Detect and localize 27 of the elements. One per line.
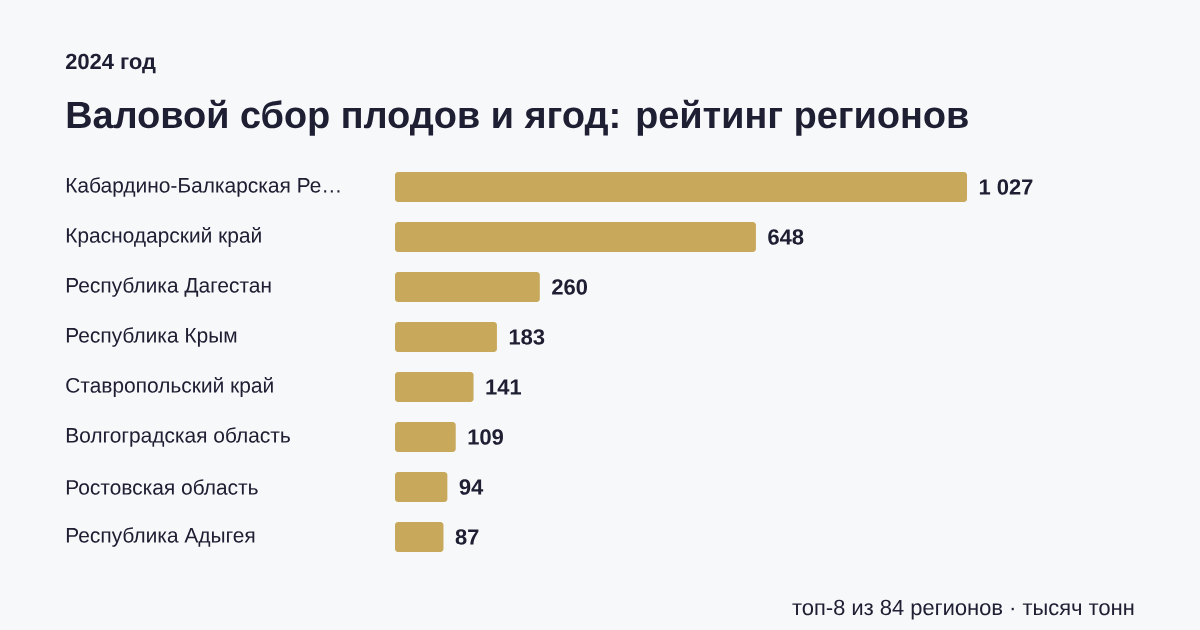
bar bbox=[395, 171, 968, 202]
data-label: 87 bbox=[455, 529, 479, 545]
y-tick-label: Краснодарский край bbox=[66, 227, 261, 247]
bar bbox=[395, 271, 540, 302]
y-tick-label: Республика Адыгея bbox=[66, 527, 255, 547]
y-tick-label: Республика Крым bbox=[66, 327, 237, 347]
bar bbox=[395, 521, 444, 552]
data-label: 141 bbox=[486, 379, 522, 395]
bar bbox=[395, 321, 497, 352]
data-label: 648 bbox=[768, 229, 804, 245]
bar bbox=[395, 221, 756, 252]
data-label: 1 027 bbox=[979, 179, 1033, 195]
data-label: 94 bbox=[459, 479, 484, 495]
bar bbox=[395, 421, 456, 452]
y-tick-label: Волгоградская область bbox=[66, 427, 290, 447]
data-label: 109 bbox=[468, 429, 503, 445]
y-tick-label: Кабардино-Балкарская Ре… bbox=[66, 177, 340, 197]
data-label: 183 bbox=[509, 329, 545, 345]
bar bbox=[395, 371, 474, 402]
data-label: 260 bbox=[552, 279, 588, 295]
text: топ-8 из 84 регионов · тысяч тонн bbox=[792, 599, 1134, 620]
y-tick-label: Республика Дагестан bbox=[66, 277, 271, 297]
text: 2024 год bbox=[65, 53, 156, 74]
y-tick-label: Ростовская область bbox=[66, 479, 258, 495]
chart-title: Валовой сбор плодов и ягод: рейтинг регионов bbox=[67, 99, 968, 136]
y-tick-label: Ставропольский край bbox=[66, 377, 273, 397]
bar bbox=[395, 471, 448, 502]
